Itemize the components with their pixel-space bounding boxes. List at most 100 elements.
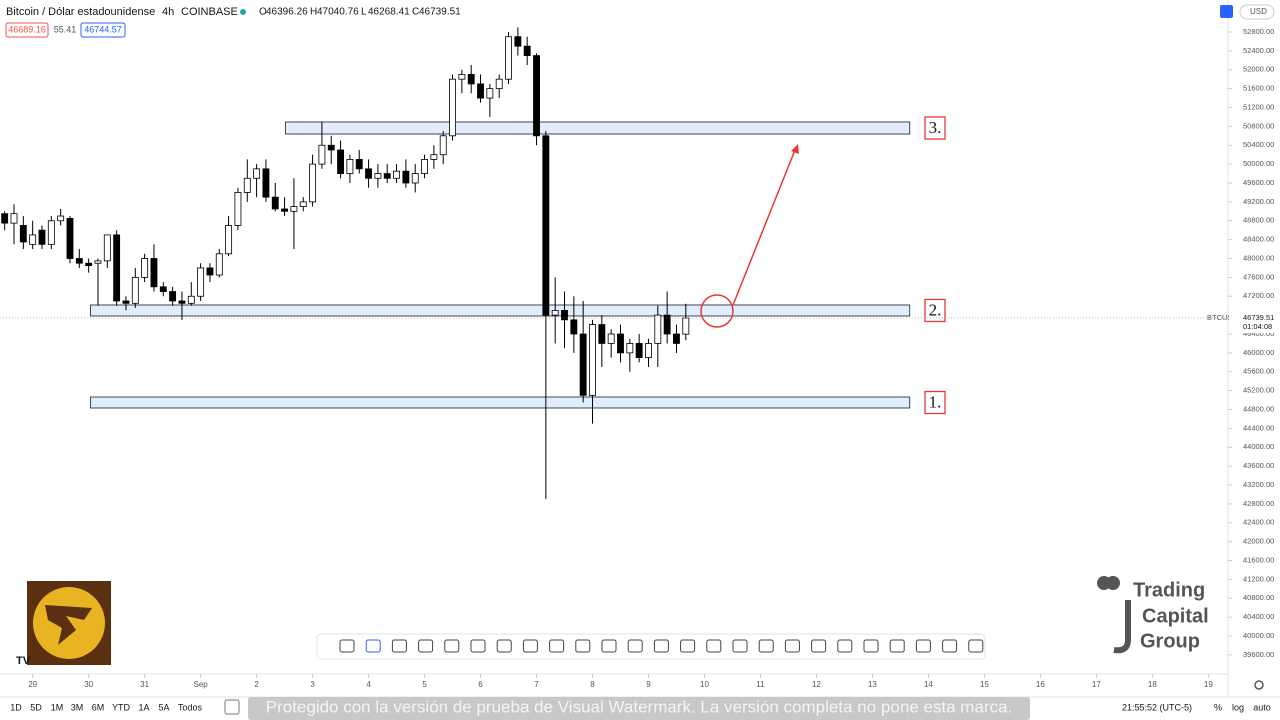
tool-icon[interactable]: [365, 639, 381, 653]
y-tick-label: 42000.00: [1243, 537, 1274, 546]
arrow-head: [791, 144, 799, 154]
currency-button[interactable]: [1239, 4, 1275, 20]
candle-body: [206, 267, 214, 276]
x-tick-label: 16: [1036, 680, 1045, 689]
tool-icon[interactable]: [339, 639, 355, 653]
tool-icon[interactable]: [968, 639, 984, 653]
candle-body: [533, 55, 540, 137]
y-tick-label: 48400.00: [1243, 235, 1274, 244]
price-tag-label: 46739.51: [1243, 313, 1274, 322]
exchange[interactable]: COINBASE: [181, 6, 238, 18]
symbol[interactable]: Bitcoin / Dólar estadounidense: [6, 6, 155, 18]
tool-icon[interactable]: [653, 639, 669, 653]
candle-body: [495, 78, 503, 90]
tool-icon[interactable]: [522, 639, 538, 653]
tool-icon[interactable]: [758, 639, 774, 653]
auto-toggle[interactable]: auto: [1253, 702, 1271, 712]
candle-body: [225, 225, 233, 255]
tool-icon[interactable]: [418, 639, 434, 653]
y-tick-label: 48000.00: [1243, 253, 1274, 262]
range-button[interactable]: Todos: [178, 702, 203, 712]
candle-body: [234, 192, 242, 226]
zone-label: 3.: [929, 118, 942, 137]
tool-icon[interactable]: [706, 639, 722, 653]
candle-body: [542, 135, 550, 316]
plot: [1, 27, 911, 500]
range-button[interactable]: 6M: [92, 702, 105, 712]
y-tick-label: 51200.00: [1243, 102, 1274, 111]
arrow: [732, 149, 796, 306]
y-tick-label: 49600.00: [1243, 178, 1274, 187]
candle-body: [514, 36, 522, 47]
candle-body: [113, 234, 121, 302]
candle-body: [159, 286, 167, 292]
zone-label: 2.: [929, 300, 942, 319]
candle-body: [271, 196, 279, 210]
tool-icon[interactable]: [391, 639, 407, 653]
sync-button[interactable]: [1220, 5, 1233, 18]
tool-icon[interactable]: [837, 639, 853, 653]
tool-icon[interactable]: [863, 639, 879, 653]
range-button[interactable]: 3M: [71, 702, 84, 712]
tool-icon[interactable]: [575, 639, 591, 653]
x-tick-label: 11: [756, 680, 765, 689]
range-button[interactable]: 1A: [138, 702, 149, 712]
x-tick-label: 8: [590, 680, 595, 689]
eagle-logo-bird: [45, 605, 92, 645]
candle-body: [523, 45, 531, 56]
tool-icon[interactable]: [549, 639, 565, 653]
y-tick-label: 45600.00: [1243, 367, 1274, 376]
tool-icon[interactable]: [915, 639, 931, 653]
x-tick-label: 31: [140, 680, 149, 689]
tool-icon[interactable]: [732, 639, 748, 653]
percent-toggle[interactable]: %: [1214, 702, 1222, 712]
tool-icon[interactable]: [496, 639, 512, 653]
ohlc-value: 47040.76: [317, 7, 359, 18]
range-button[interactable]: 1D: [10, 702, 22, 712]
watermark-bg: [248, 697, 1030, 720]
interval[interactable]: 4h: [162, 6, 174, 18]
tool-icon[interactable]: [680, 639, 696, 653]
candle-body: [131, 276, 139, 304]
range-picker[interactable]: [224, 699, 240, 715]
tool-icon[interactable]: [889, 639, 905, 653]
currency[interactable]: USD: [1250, 7, 1267, 16]
range-button[interactable]: 5A: [158, 702, 169, 712]
ohlc-value: 46268.41: [368, 7, 410, 18]
candle-body: [561, 310, 568, 321]
candle-body: [598, 324, 606, 344]
tool-icon[interactable]: [942, 639, 958, 653]
x-tick-label: 29: [28, 680, 37, 689]
tool-icon[interactable]: [444, 639, 460, 653]
candle-body: [75, 258, 83, 264]
candle-body: [439, 135, 447, 156]
candle-body: [551, 310, 559, 316]
y-tick-label: 52000.00: [1243, 65, 1274, 74]
zone: [90, 304, 911, 317]
tool-icon[interactable]: [470, 639, 486, 653]
settings[interactable]: [1254, 680, 1264, 690]
y-tick-label: 40000.00: [1243, 631, 1274, 640]
candle-body: [346, 159, 354, 174]
logo-icon: [1106, 576, 1120, 590]
candle-body: [421, 159, 428, 174]
logo-text: Trading: [1133, 579, 1205, 601]
x-tick-label: 7: [534, 680, 539, 689]
logo-text: Group: [1140, 630, 1200, 652]
y-tick-label: 49200.00: [1243, 197, 1274, 206]
tool-icon[interactable]: [601, 639, 617, 653]
tool-icon[interactable]: [784, 639, 800, 653]
candle-body: [411, 173, 419, 184]
log-toggle[interactable]: log: [1232, 702, 1244, 712]
candle-body: [66, 217, 74, 259]
x-tick-label: 18: [1148, 680, 1157, 689]
logo-j: [1113, 600, 1131, 654]
candle-body: [477, 83, 484, 99]
range-button[interactable]: YTD: [112, 702, 131, 712]
tool-icon[interactable]: [627, 639, 643, 653]
ohlc-key: L: [361, 7, 367, 18]
range-button[interactable]: 1M: [51, 702, 64, 712]
range-button[interactable]: 5D: [30, 702, 42, 712]
tool-icon[interactable]: [811, 639, 827, 653]
zone: [285, 121, 911, 135]
